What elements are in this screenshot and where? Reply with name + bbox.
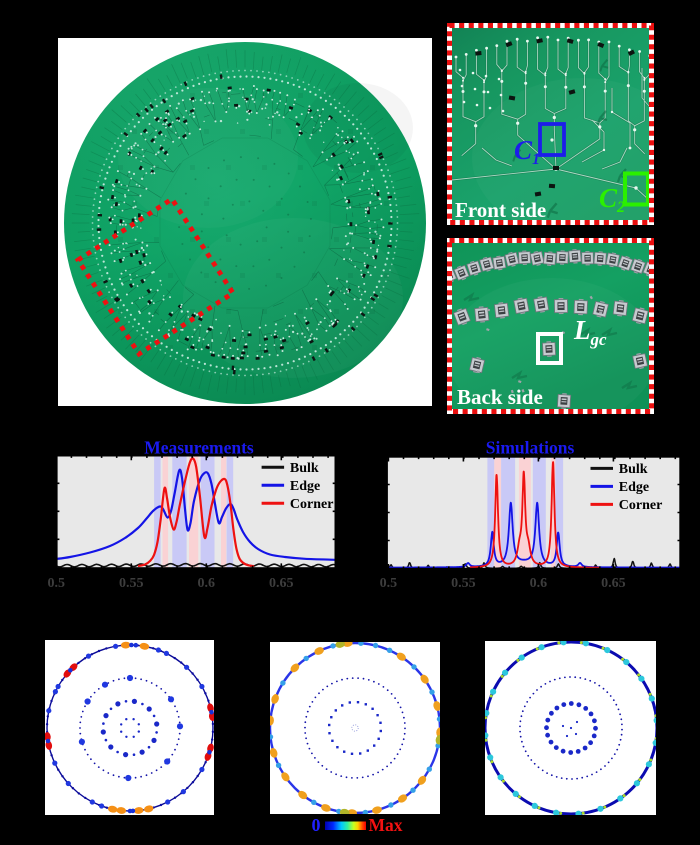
- svg-text:0.55: 0.55: [451, 576, 476, 591]
- svg-text:Edge: Edge: [619, 480, 649, 495]
- svg-text:Max: Max: [369, 815, 403, 835]
- svg-text:Edge: Edge: [290, 479, 320, 494]
- svg-text:0.6: 0.6: [198, 576, 216, 591]
- svg-text:0.5: 0.5: [380, 576, 398, 591]
- svg-text:0.6: 0.6: [530, 576, 548, 591]
- svg-text:Bulk: Bulk: [290, 461, 319, 476]
- svg-text:0.65: 0.65: [269, 576, 294, 591]
- svg-text:Measurements: Measurements: [144, 438, 254, 458]
- svg-text:Front side: Front side: [455, 198, 546, 220]
- svg-text:Simulations: Simulations: [486, 438, 575, 458]
- svg-text:Bulk: Bulk: [619, 462, 648, 477]
- svg-text:Corner: Corner: [290, 497, 334, 512]
- svg-text:0.65: 0.65: [601, 576, 626, 591]
- svg-text:0: 0: [312, 815, 321, 835]
- svg-text:Back side: Back side: [457, 385, 543, 409]
- svg-text:0.55: 0.55: [119, 576, 144, 591]
- svg-text:Corner: Corner: [619, 498, 663, 513]
- svg-text:0.5: 0.5: [48, 576, 66, 591]
